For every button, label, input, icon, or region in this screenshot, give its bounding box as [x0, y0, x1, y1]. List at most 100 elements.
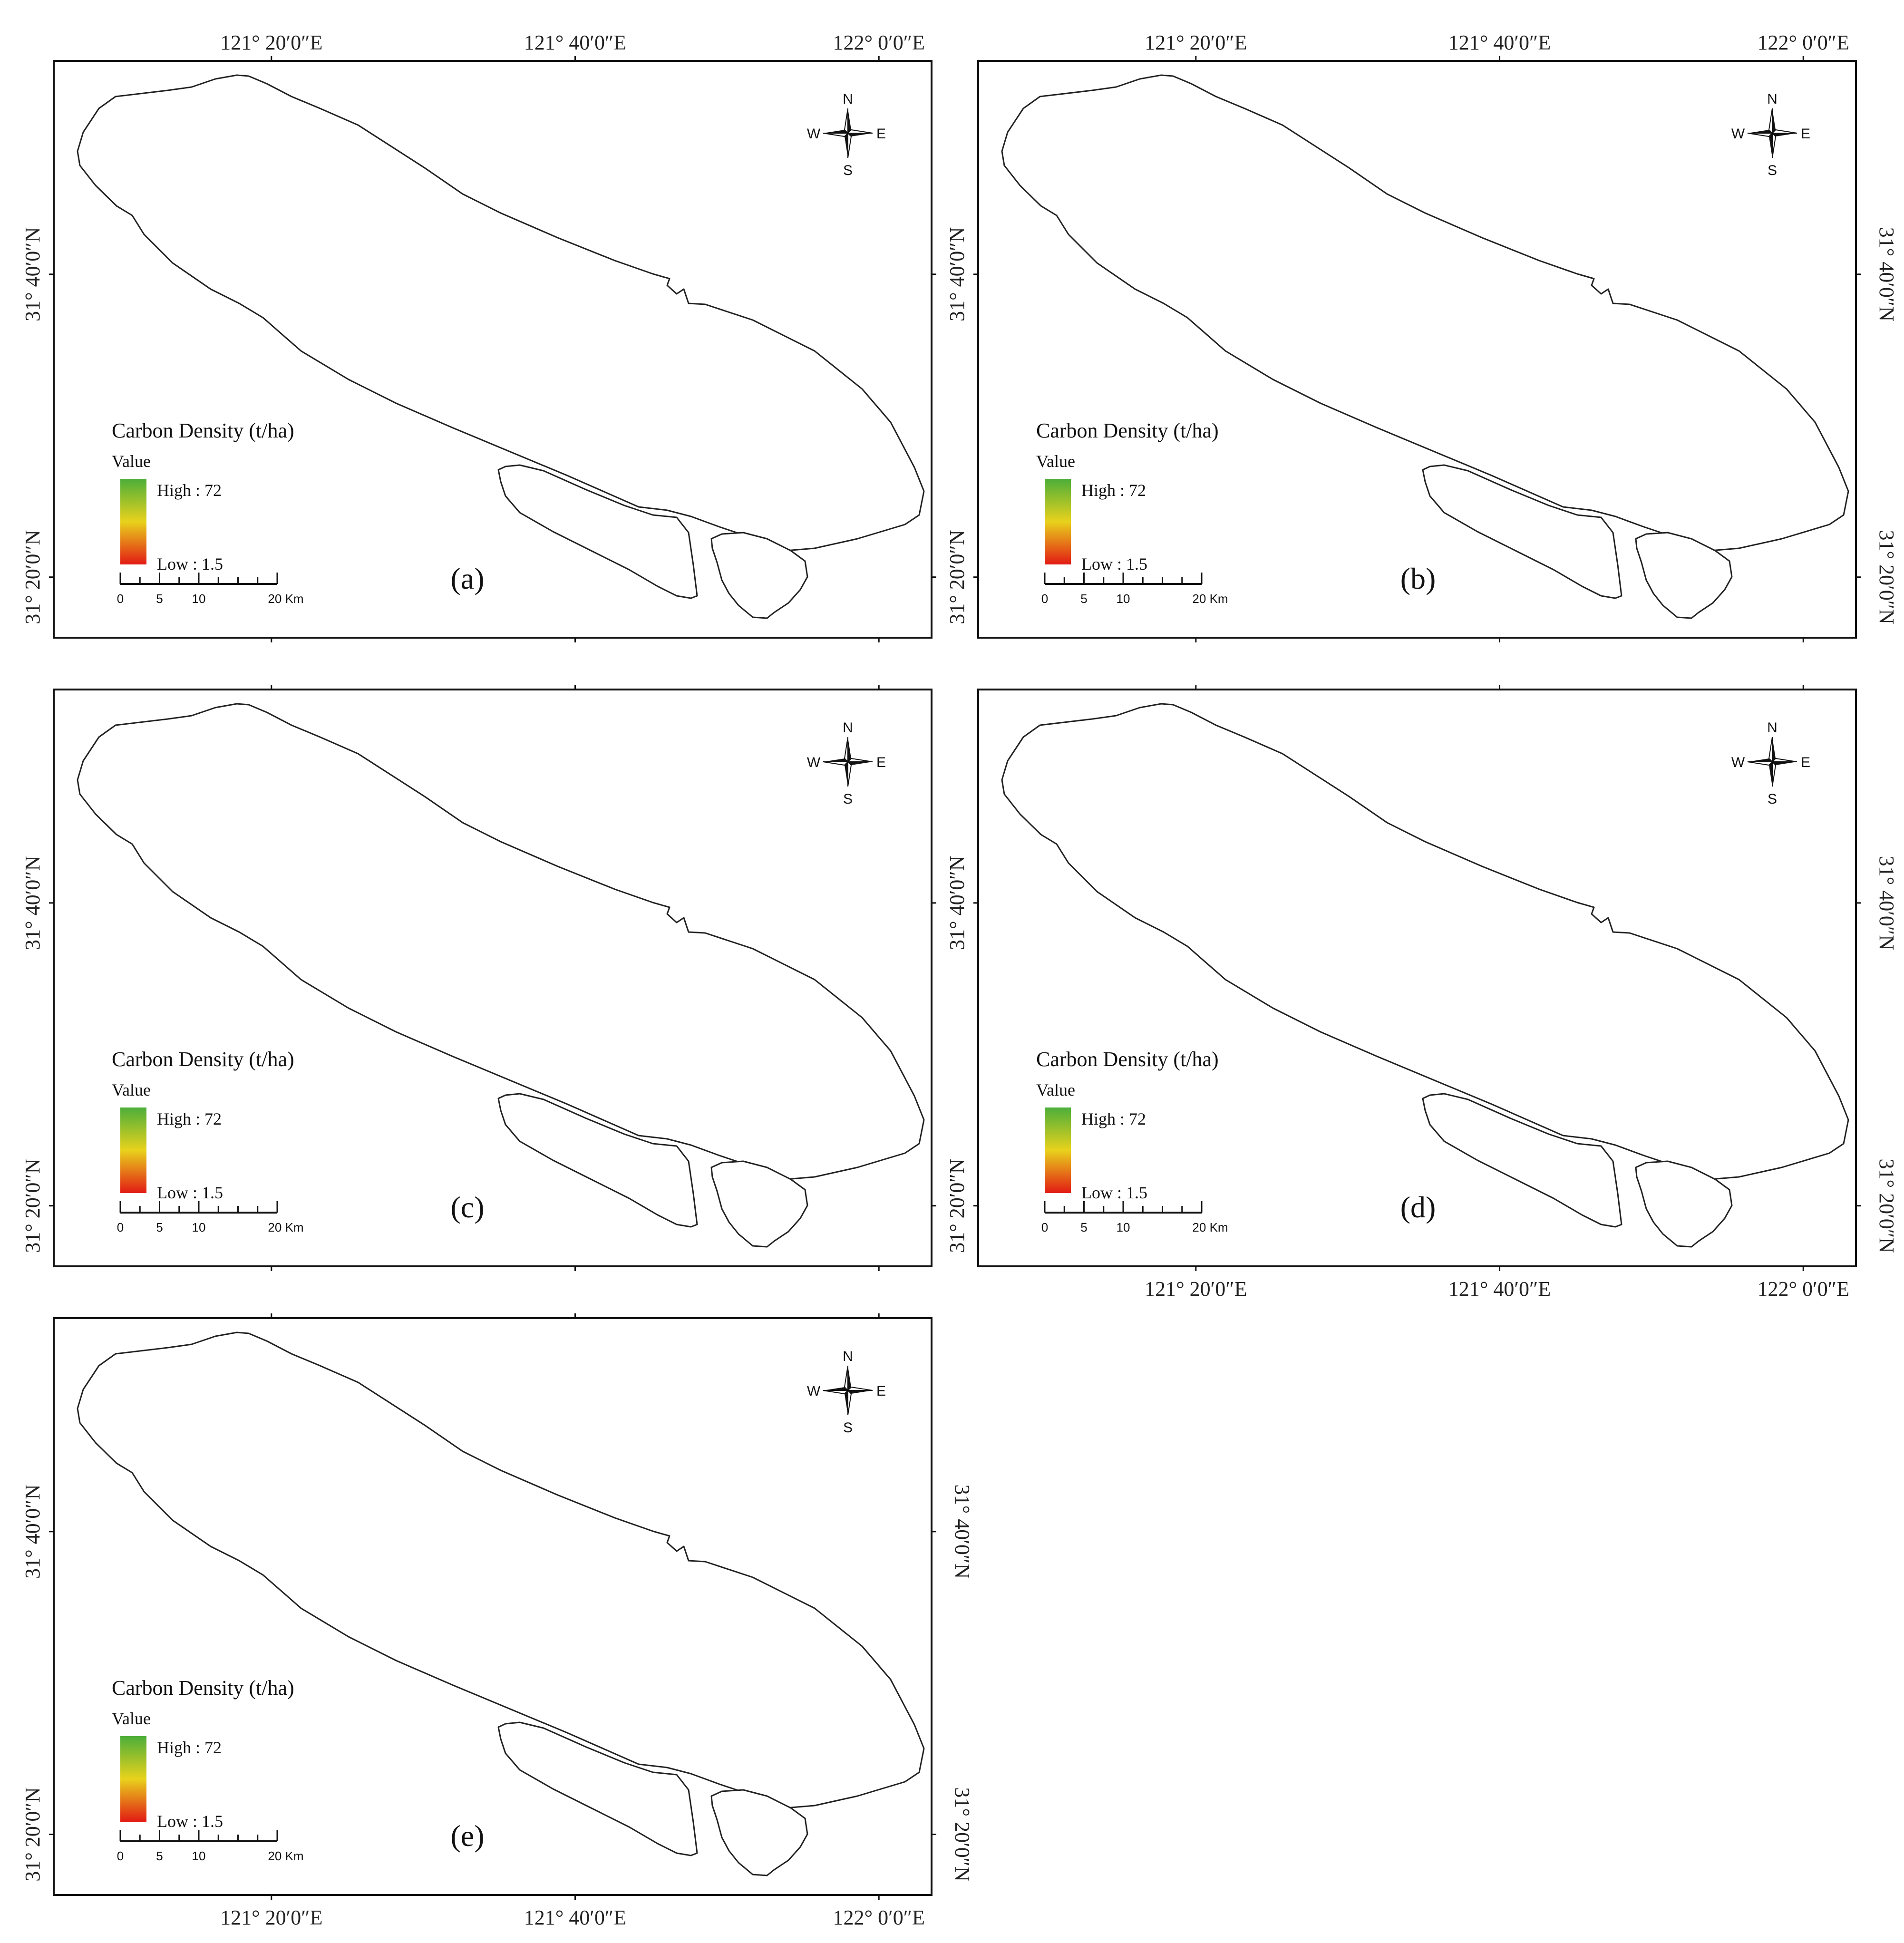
compass-south-label: S: [843, 1420, 853, 1436]
map-panel-b: 121° 20′0″E 121° 40′0″E 122° 0′0″E 31° 40′0…: [945, 31, 1898, 642]
legend-color-ramp: [1045, 1108, 1071, 1193]
latitude-label: 31° 20′0″N: [21, 1158, 44, 1253]
scale-bar-label: 20 Km: [1192, 592, 1228, 606]
scale-bar-label: 0: [117, 592, 124, 606]
compass-north-label: N: [843, 720, 853, 736]
legend: Carbon Density (t/ha) Value High : 72 Low :…: [112, 1676, 294, 1831]
scale-bar-label: 5: [1080, 592, 1087, 606]
legend-title: Carbon Density (t/ha): [1036, 419, 1219, 442]
legend: Carbon Density (t/ha) Value High : 72 Low :…: [1036, 1048, 1219, 1202]
scale-bar-label: 0: [117, 1220, 124, 1234]
latitude-label: 31° 40′0″N: [21, 1485, 44, 1579]
legend: Carbon Density (t/ha) Value High : 72 Low :…: [112, 419, 294, 573]
longitude-label: 122° 0′0″E: [1758, 31, 1849, 54]
north-arrow-compass: N S E W: [1731, 91, 1810, 178]
compass-south-label: S: [1768, 163, 1777, 178]
scale-bar-label: 20 Km: [268, 1849, 303, 1863]
latitude-label: 31° 20′0″N: [951, 1787, 974, 1881]
compass-west-label: W: [1731, 126, 1745, 142]
latitude-label: 31° 40′0″N: [945, 856, 969, 950]
latitude-label: 31° 20′0″N: [21, 1787, 44, 1881]
scale-bar-label: 20 Km: [268, 1220, 303, 1234]
legend-low-label: Low : 1.5: [1081, 1183, 1147, 1202]
longitude-label: 122° 0′0″E: [833, 1906, 925, 1929]
compass-east-label: E: [1801, 755, 1810, 770]
scale-bar-label: 10: [192, 1849, 206, 1863]
map-panel-c: 31° 40′0″N 31° 20′0″N N S E W Carbon Density (…: [21, 685, 936, 1271]
compass-east-label: E: [876, 126, 886, 142]
longitude-label: 122° 0′0″E: [833, 31, 925, 54]
legend-high-label: High : 72: [157, 1109, 222, 1128]
panel-label: (c): [450, 1190, 484, 1224]
legend-low-label: Low : 1.5: [1081, 554, 1147, 573]
compass-west-label: W: [807, 1383, 821, 1399]
longitude-label: 121° 40′0″E: [1448, 1277, 1551, 1301]
scale-bar-label: 5: [156, 592, 163, 606]
longitude-label: 121° 20′0″E: [1145, 1277, 1247, 1301]
north-arrow-compass: N S E W: [807, 1349, 886, 1436]
legend-title: Carbon Density (t/ha): [112, 1676, 294, 1700]
legend-color-ramp: [120, 1736, 146, 1822]
scale-bar-label: 5: [1080, 1220, 1087, 1234]
longitude-label: 121° 40′0″E: [1448, 31, 1551, 54]
scale-bar-label: 20 Km: [268, 592, 303, 606]
compass-east-label: E: [876, 755, 886, 770]
legend-color-ramp: [1045, 479, 1071, 564]
legend: Carbon Density (t/ha) Value High : 72 Low :…: [112, 1048, 294, 1202]
scale-bar-label: 0: [1041, 592, 1048, 606]
legend-low-label: Low : 1.5: [157, 1812, 223, 1831]
scale-bar: 0 5 10 20 Km: [1041, 1201, 1228, 1234]
scale-bar-label: 10: [1117, 592, 1130, 606]
north-arrow-compass: N S E W: [807, 91, 886, 178]
legend-high-label: High : 72: [1081, 481, 1146, 500]
compass-south-label: S: [843, 163, 853, 178]
legend: Carbon Density (t/ha) Value High : 72 Low :…: [1036, 419, 1219, 573]
longitude-label: 121° 40′0″E: [524, 31, 626, 54]
map-panel-a: 121° 20′0″E 121° 40′0″E 122° 0′0″E 31° 40′0…: [21, 31, 936, 642]
scale-bar-label: 10: [1117, 1220, 1130, 1234]
panel-label: (b): [1400, 562, 1436, 595]
legend-title: Carbon Density (t/ha): [112, 1048, 294, 1071]
compass-north-label: N: [843, 91, 853, 107]
compass-east-label: E: [1801, 126, 1810, 142]
latitude-label: 31° 20′0″N: [1875, 1158, 1898, 1253]
longitude-label: 121° 40′0″E: [524, 1906, 626, 1929]
latitude-label: 31° 20′0″N: [945, 1158, 969, 1253]
longitude-label: 121° 20′0″E: [220, 1906, 322, 1929]
longitude-label: 121° 20′0″E: [1145, 31, 1247, 54]
scale-bar-label: 10: [192, 592, 206, 606]
scale-bar-label: 10: [192, 1220, 206, 1234]
scale-bar: 0 5 10 20 Km: [117, 573, 304, 606]
scale-bar-label: 0: [1041, 1220, 1048, 1234]
latitude-label: 31° 40′0″N: [21, 856, 44, 950]
latitude-label: 31° 20′0″N: [945, 530, 969, 624]
legend-subtitle: Value: [112, 1709, 151, 1728]
north-arrow-compass: N S E W: [807, 720, 886, 807]
legend-high-label: High : 72: [157, 1738, 222, 1757]
scale-bar: 0 5 10 20 Km: [1041, 573, 1228, 606]
legend-high-label: High : 72: [1081, 1109, 1146, 1128]
latitude-label: 31° 40′0″N: [1875, 227, 1898, 321]
legend-subtitle: Value: [1036, 452, 1075, 471]
scale-bar-label: 20 Km: [1192, 1220, 1228, 1234]
compass-south-label: S: [843, 791, 853, 807]
panel-label: (a): [450, 562, 484, 595]
legend-subtitle: Value: [1036, 1080, 1075, 1099]
scale-bar: 0 5 10 20 Km: [117, 1830, 304, 1863]
map-panel-e: 121° 20′0″E 121° 40′0″E 122° 0′0″E 31° 40′0…: [21, 1313, 974, 1929]
latitude-label: 31° 20′0″N: [1875, 530, 1898, 624]
latitude-label: 31° 40′0″N: [951, 1485, 974, 1579]
latitude-label: 31° 40′0″N: [1875, 856, 1898, 950]
legend-title: Carbon Density (t/ha): [1036, 1048, 1219, 1071]
legend-color-ramp: [120, 1108, 146, 1193]
panel-label: (d): [1400, 1190, 1436, 1224]
compass-west-label: W: [1731, 755, 1745, 770]
legend-color-ramp: [120, 479, 146, 564]
scale-bar-label: 5: [156, 1849, 163, 1863]
compass-south-label: S: [1768, 791, 1777, 807]
compass-north-label: N: [843, 1349, 853, 1364]
north-arrow-compass: N S E W: [1731, 720, 1810, 807]
latitude-label: 31° 40′0″N: [21, 227, 44, 321]
legend-low-label: Low : 1.5: [157, 1183, 223, 1202]
